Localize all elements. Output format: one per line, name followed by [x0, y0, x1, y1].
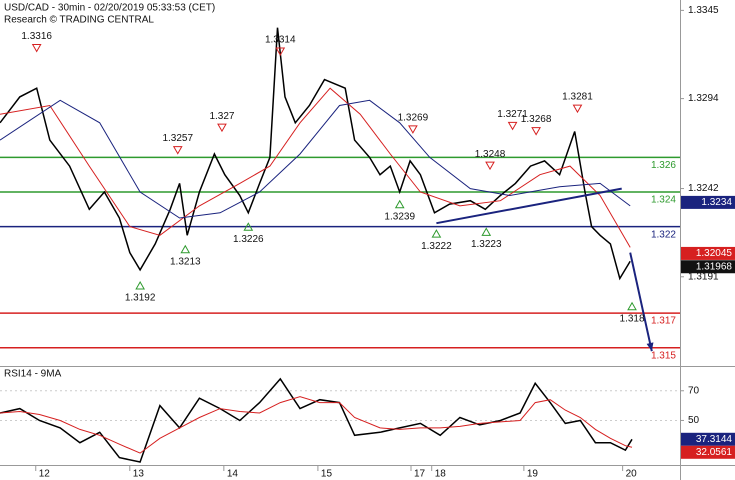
x-tick-label: 19: [527, 469, 539, 480]
low-label: 1.3223: [471, 239, 502, 250]
price-line: [0, 27, 631, 281]
x-tick-label: 12: [39, 469, 51, 480]
high-label: 1.3314: [265, 35, 296, 46]
low-marker: [627, 301, 637, 311]
value-box: [681, 445, 735, 459]
high-marker: [217, 123, 227, 133]
x-tick-label: 13: [133, 469, 145, 480]
level-label: 1.324: [651, 195, 676, 206]
value-box: [681, 432, 735, 446]
level-label: 1.315: [651, 350, 676, 361]
x-tick-label: 15: [321, 469, 333, 480]
chart-title: USD/CAD - 30min - 02/20/2019 05:33:53 (C…: [4, 3, 215, 14]
high-marker: [408, 125, 418, 134]
value-box-label: 1.31968: [696, 261, 733, 272]
low-label: 1.3239: [384, 211, 415, 222]
high-label: 1.3257: [162, 133, 193, 144]
high-label: 1.3271: [497, 109, 528, 120]
high-marker: [31, 44, 42, 53]
low-label: 1.3226: [233, 234, 264, 245]
low-marker: [180, 244, 191, 254]
projection-arrow: [629, 252, 653, 352]
y-tick-label: 1.3345: [688, 5, 719, 16]
low-label: 1.3213: [170, 256, 201, 267]
trendline: [436, 187, 622, 225]
x-tick-label: 17: [414, 469, 426, 480]
high-marker: [572, 104, 583, 114]
level-label: 1.317: [651, 316, 676, 327]
low-label: 1.3222: [421, 241, 452, 252]
high-marker: [485, 161, 495, 171]
low-label: 1.318: [620, 313, 645, 324]
high-label: 1.3281: [562, 92, 593, 103]
value-box: [681, 246, 735, 260]
indicator-line: [0, 87, 631, 248]
low-marker: [243, 222, 254, 231]
high-marker: [172, 146, 183, 155]
arrow-head: [646, 342, 654, 352]
value-box: [681, 195, 735, 209]
value-box-label: 1.32045: [696, 248, 733, 259]
value-box-label: 32.0561: [696, 447, 733, 458]
value-box-label: 1.3234: [701, 197, 732, 208]
low-marker: [394, 199, 405, 209]
high-label: 1.3268: [521, 114, 552, 125]
high-marker: [507, 121, 518, 131]
low-marker: [481, 227, 492, 236]
x-tick-label: 20: [626, 469, 638, 480]
x-tick-label: 18: [435, 469, 447, 480]
high-marker: [531, 127, 541, 136]
value-box: [681, 260, 735, 274]
y-tick-label: 1.3242: [688, 183, 719, 194]
high-label: 1.327: [209, 111, 234, 122]
high-label: 1.3248: [475, 149, 506, 160]
high-label: 1.3316: [21, 31, 52, 42]
high-label: 1.3269: [398, 112, 429, 123]
y-tick-label: 1.3294: [688, 93, 719, 104]
indicator-line: [0, 396, 633, 454]
low-marker: [431, 229, 442, 238]
chart-subtitle: Research © TRADING CENTRAL: [4, 15, 154, 26]
y-tick-label: 50: [688, 415, 700, 426]
y-tick-label: 70: [688, 385, 700, 396]
level-label: 1.326: [651, 160, 676, 171]
level-label: 1.322: [651, 229, 676, 240]
low-label: 1.3192: [125, 293, 156, 304]
rsi-title: RSI14 - 9MA: [4, 369, 62, 380]
value-box-label: 37.3144: [696, 434, 733, 445]
low-marker: [135, 281, 145, 290]
indicator-line: [0, 99, 631, 219]
x-tick-label: 14: [227, 469, 239, 480]
y-tick-label: 1.3191: [688, 271, 719, 282]
high-marker: [275, 47, 286, 57]
